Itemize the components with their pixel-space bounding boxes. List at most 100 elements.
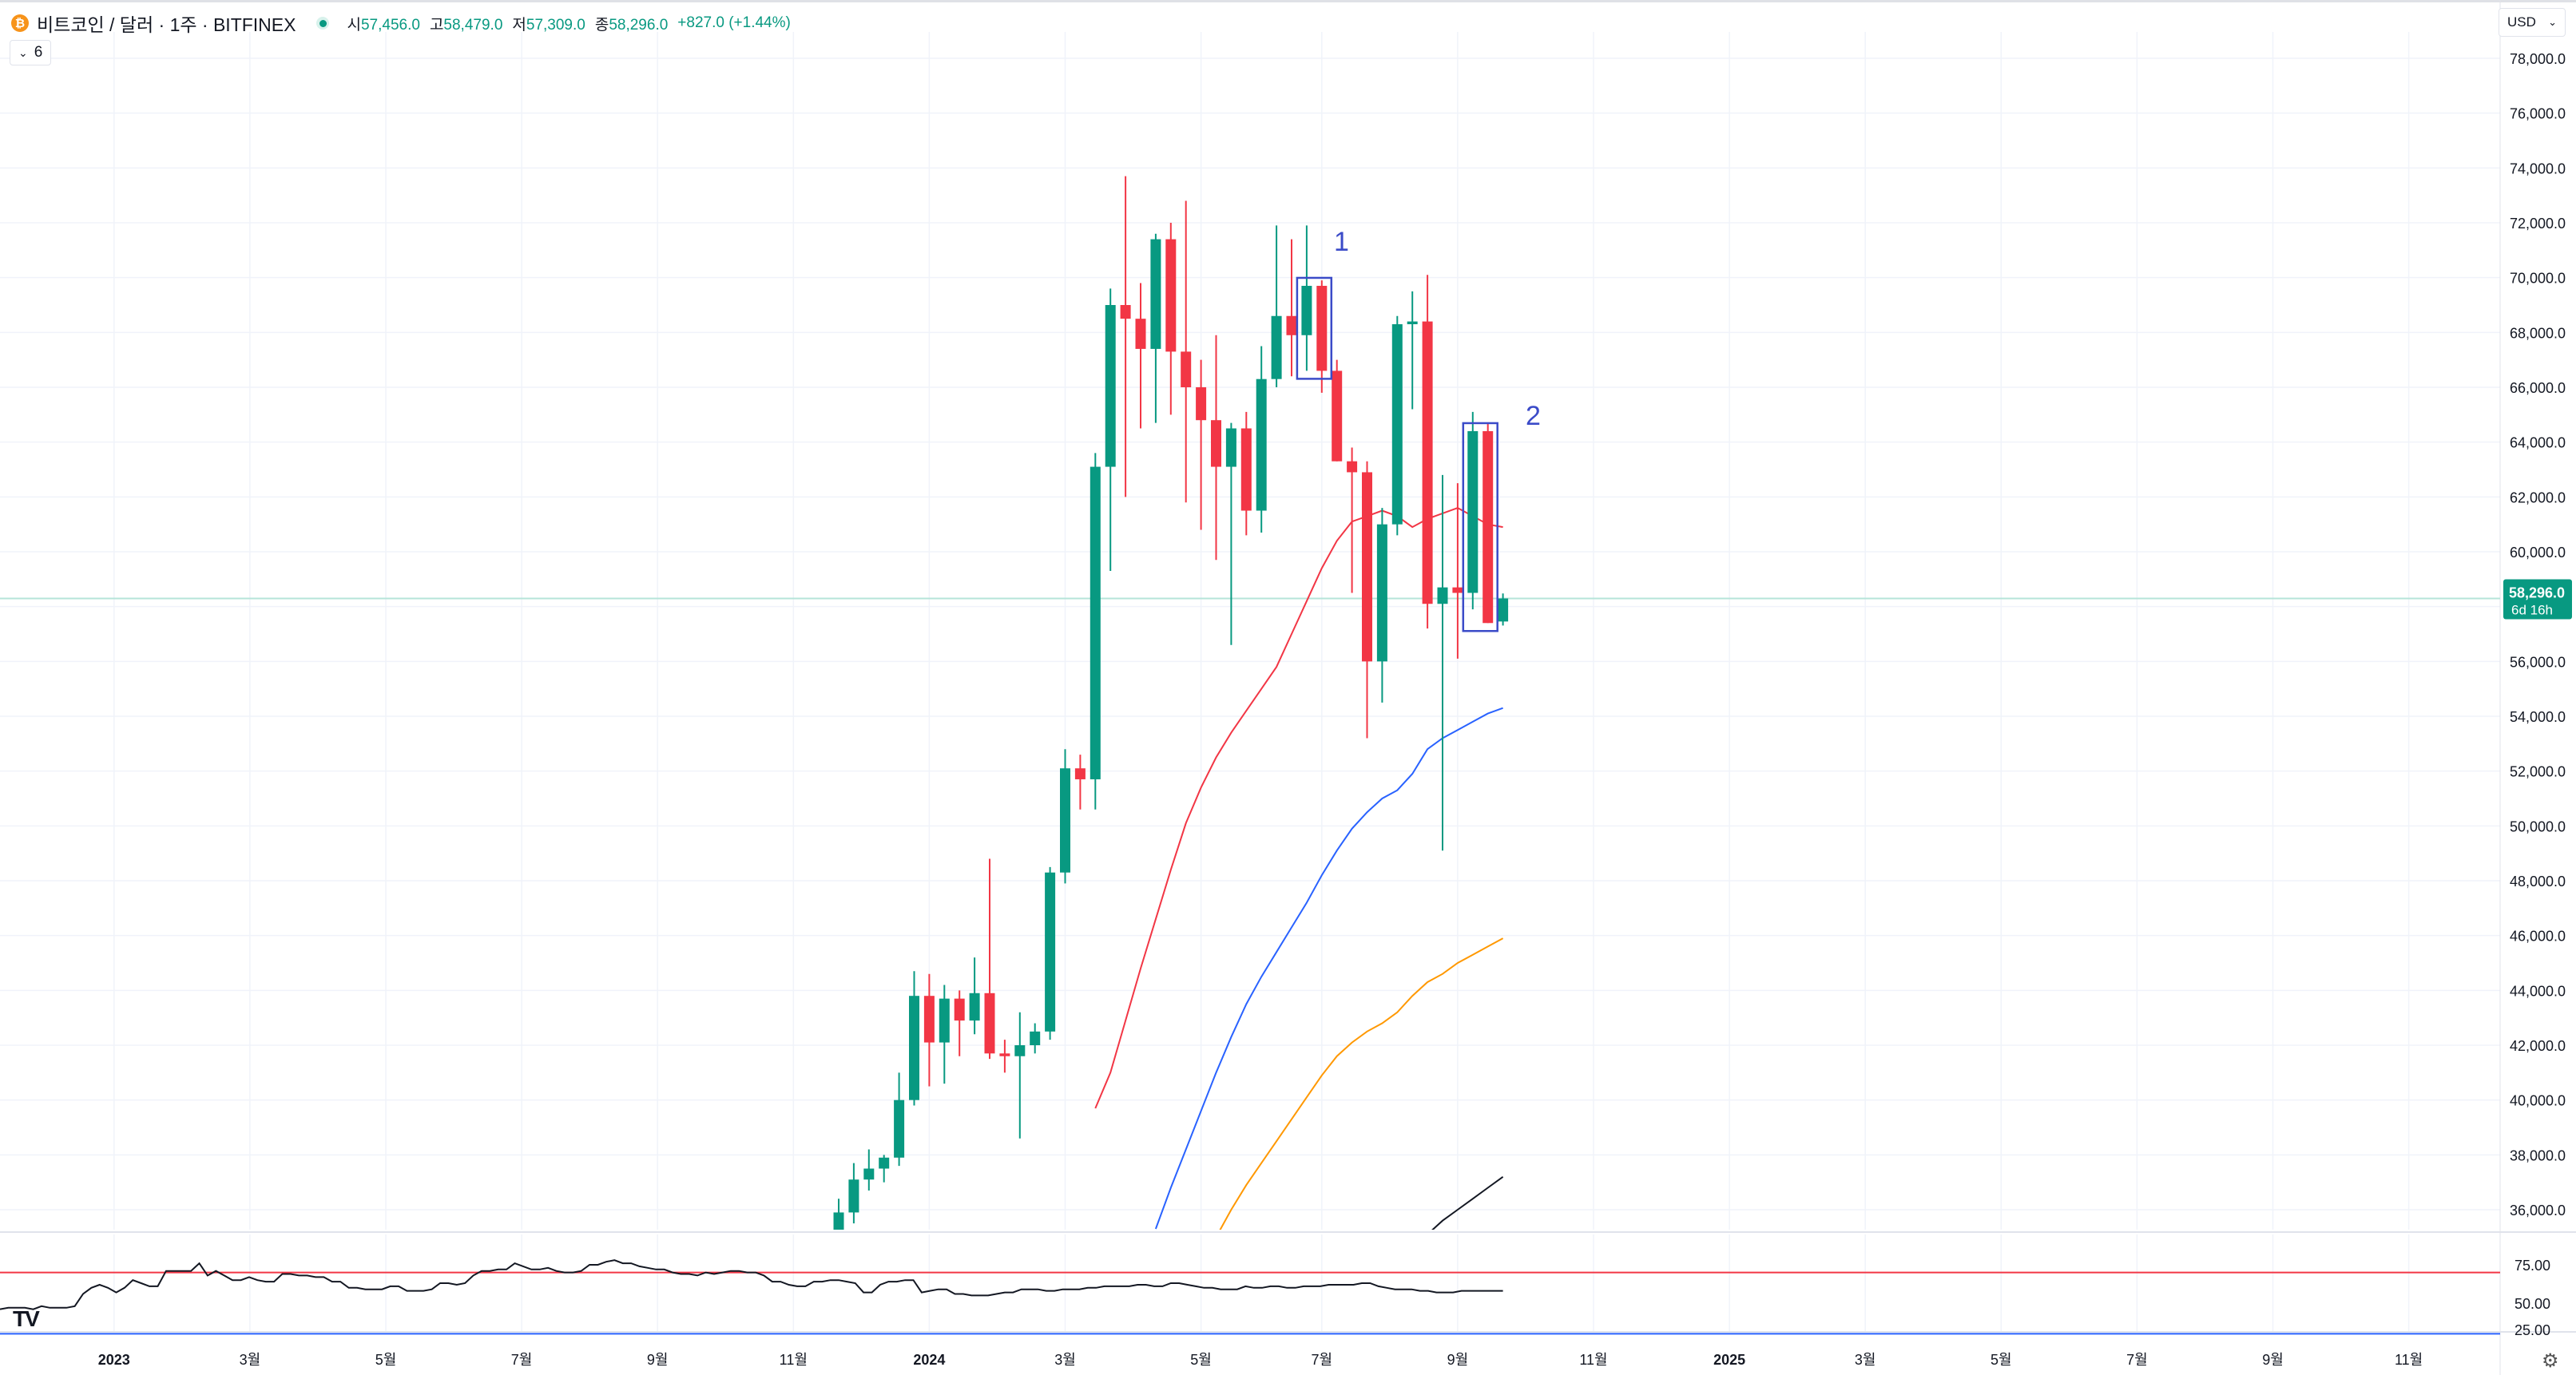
candle-body xyxy=(833,1212,844,1230)
candle-body xyxy=(1347,461,1358,473)
candle-body xyxy=(1437,587,1448,604)
candle-body xyxy=(879,1157,890,1169)
candle-body xyxy=(1332,370,1343,462)
candle-body xyxy=(1286,315,1297,335)
time-tick-label: 7월 xyxy=(1312,1352,1333,1368)
candle-body xyxy=(1452,587,1463,593)
candle xyxy=(1452,483,1463,659)
price-tick-label: 62,000.0 xyxy=(2510,489,2566,505)
candle xyxy=(1376,508,1387,703)
candle-body xyxy=(939,998,950,1043)
candle xyxy=(1301,225,1312,371)
rsi-tick-label: 50.00 xyxy=(2514,1296,2550,1312)
candle-body xyxy=(1090,466,1101,779)
candle xyxy=(939,985,950,1084)
last-price-countdown: 6d 16h xyxy=(2511,603,2553,618)
candle-body xyxy=(1105,305,1116,467)
candle xyxy=(1347,447,1358,593)
ohlc-close: 종58,296.0 xyxy=(595,13,668,34)
candle xyxy=(1332,359,1343,462)
candle-body xyxy=(1150,239,1161,349)
close-label: 종 xyxy=(594,16,609,34)
time-tick-label: 11월 xyxy=(2395,1352,2423,1368)
indicator-toggle-button[interactable]: ⌄ 6 xyxy=(10,40,52,65)
ma-line-1 xyxy=(1154,707,1503,1230)
low-value: 57,309.0 xyxy=(526,16,585,34)
candle xyxy=(1074,755,1086,810)
candle-body xyxy=(1482,430,1494,624)
candle xyxy=(1196,359,1207,530)
price-tick-label: 66,000.0 xyxy=(2510,380,2566,396)
candle-body xyxy=(1074,768,1086,779)
rsi-line xyxy=(0,1259,1503,1310)
price-tick-label: 52,000.0 xyxy=(2510,764,2566,780)
candles xyxy=(833,176,1509,1230)
candle-body xyxy=(1030,1031,1041,1045)
candle-body xyxy=(999,1053,1010,1056)
low-label: 저 xyxy=(512,16,526,34)
price-tick-label: 38,000.0 xyxy=(2510,1147,2566,1163)
candle-body xyxy=(909,996,919,1100)
candle xyxy=(1090,453,1101,810)
candle xyxy=(1240,411,1252,536)
annotation-label-2: 2 xyxy=(1526,401,1541,431)
candle xyxy=(1030,1023,1041,1054)
candle xyxy=(1181,200,1192,503)
time-tick-label: 5월 xyxy=(1190,1352,1212,1368)
candle xyxy=(1482,422,1494,624)
candle xyxy=(863,1149,875,1191)
currency-select[interactable]: USD ⌄ xyxy=(2499,8,2566,37)
price-tick-label: 60,000.0 xyxy=(2510,545,2566,561)
candle-body xyxy=(1240,428,1252,511)
currency-label: USD xyxy=(2507,14,2536,30)
candle xyxy=(1286,239,1297,377)
tradingview-logo[interactable]: TV xyxy=(13,1306,40,1331)
price-tick-label: 70,000.0 xyxy=(2510,271,2566,287)
time-tick-label: 5월 xyxy=(1991,1352,2012,1368)
candle-body xyxy=(1256,378,1267,511)
time-tick-label: 7월 xyxy=(511,1352,533,1368)
candle xyxy=(1150,233,1161,423)
candle xyxy=(954,990,965,1056)
candle xyxy=(1498,593,1509,626)
price-change: +827.0 (+1.44%) xyxy=(677,14,791,31)
candle xyxy=(909,971,919,1106)
annotation-label-1: 1 xyxy=(1334,227,1349,257)
candle-body xyxy=(923,996,935,1043)
candle-body xyxy=(1498,598,1509,622)
time-tick-label: 11월 xyxy=(1579,1352,1607,1368)
candle-body xyxy=(1120,305,1131,319)
candle-body xyxy=(1422,321,1433,604)
price-tick-label: 56,000.0 xyxy=(2510,654,2566,670)
gear-icon[interactable]: ⚙ xyxy=(2542,1350,2559,1372)
candle-body xyxy=(1014,1045,1026,1056)
time-axis: 2023 3월 5월 7월 9월 11월 2024 3월 5월 7월 9월 11월 2025 3월 5월 7월… xyxy=(98,1352,2423,1368)
candle-body xyxy=(894,1100,905,1158)
price-axis: 78,000.0 76,000.0 74,000.0 72,000.0 70,000.0… xyxy=(2510,51,2566,1218)
candle-body xyxy=(1376,524,1387,662)
time-tick-label: 7월 xyxy=(2126,1352,2148,1368)
time-tick-label: 5월 xyxy=(375,1352,397,1368)
indicator-count: 6 xyxy=(34,44,43,61)
candle-body xyxy=(1045,872,1056,1032)
ohlc-high: 고58,479.0 xyxy=(430,13,502,34)
price-tick-label: 76,000.0 xyxy=(2510,106,2566,122)
chevron-down-icon: ⌄ xyxy=(18,46,28,59)
time-tick-label: 2023 xyxy=(98,1352,130,1368)
time-tick-label: 3월 xyxy=(1054,1352,1076,1368)
symbol-title[interactable]: 비트코인 / 달러 · 1주 · BITFINEX xyxy=(37,14,296,35)
candle-body xyxy=(1211,420,1221,467)
time-tick-label: 2025 xyxy=(1713,1352,1745,1368)
gridlines xyxy=(0,32,2500,1332)
price-tick-label: 74,000.0 xyxy=(2510,160,2566,176)
bitcoin-icon: ₿ xyxy=(11,14,29,32)
time-tick-label: 9월 xyxy=(1447,1352,1469,1368)
rsi-tick-label: 75.00 xyxy=(2514,1258,2550,1274)
candle-body xyxy=(1407,321,1418,325)
candle-body xyxy=(1135,319,1146,349)
price-tick-label: 78,000.0 xyxy=(2510,51,2566,67)
chevron-down-icon: ⌄ xyxy=(2548,16,2557,28)
top-border xyxy=(0,0,2576,2)
time-tick-label: 9월 xyxy=(647,1352,669,1368)
